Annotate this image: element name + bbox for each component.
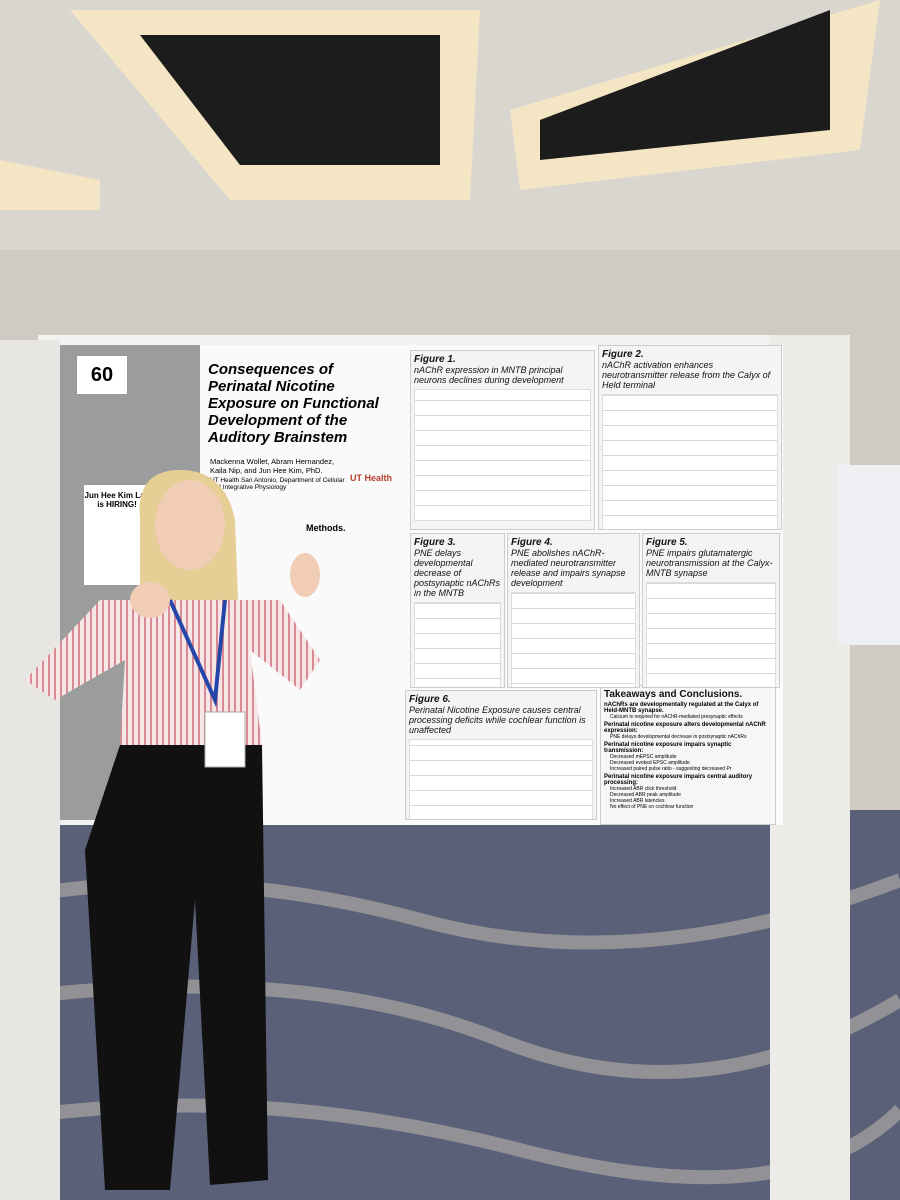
takeaway-point: Increased ABR click threshold [610,786,677,792]
figure-caption: PNE abolishes nAChR-mediated neurotransm… [511,548,626,588]
takeaway-heading: Perinatal nicotine exposure impairs cent… [604,774,753,786]
board-leg [770,335,850,1200]
takeaway-point: Decreased evoked EPSC amplitude [610,760,690,766]
light-frame [0,160,100,210]
figure-plots [511,592,636,687]
board-number: 60 [76,355,128,395]
poster: Consequences of Perinatal Nicotine Expos… [200,345,783,825]
poster-authors: Mackenna Wollet, Abram Hernandez, Kaila … [210,457,335,475]
takeaway-point: PNE delays developmental decrease in pos… [610,734,747,740]
figure-plots [602,394,778,529]
takeaway-point: Calcium is required for nAChR-mediated p… [610,714,743,720]
ceiling-recess [540,10,830,160]
figure-panel: Figure 1. nAChR expression in MNTB princi… [410,350,595,530]
figure-caption: PNE impairs glutamatergic neurotransmiss… [646,548,773,578]
figure-label: Figure 6. [409,694,451,705]
figure-plots [414,602,501,687]
figure-panel: Figure 5. PNE impairs glutamatergic neuro… [642,533,780,688]
poster-title: Consequences of Perinatal Nicotine Expos… [208,361,379,446]
ceiling-recess [140,35,440,165]
sign-text: Jun Hee Kim Lab [84,491,150,500]
board-leg [0,340,60,1200]
neighbor-poster [838,465,900,645]
figure-label: Figure 2. [602,349,644,360]
sign-text: is HIRING! [97,500,137,509]
figure-label: Figure 3. [414,537,456,548]
figure-label: Figure 1. [414,354,456,365]
figure-panel: Figure 4. PNE abolishes nAChR-mediated ne… [507,533,640,688]
figure-panel: Figure 6. Perinatal Nicotine Exposure cau… [405,690,597,820]
takeaways-title: Takeaways and Conclusions. [604,689,743,700]
figure-caption: PNE delays developmental decrease of pos… [414,548,501,598]
carpet [0,810,900,1200]
figure-plots [409,739,593,819]
figure-caption: nAChR expression in MNTB principal neuro… [414,365,564,385]
figure-caption: Perinatal Nicotine Exposure causes centr… [409,705,586,735]
figure-panel: Figure 3. PNE delays developmental decrea… [410,533,505,688]
takeaway-heading: nAChRs are developmentally regulated at … [604,702,759,714]
takeaway-heading: Perinatal nicotine exposure impairs syna… [604,742,732,754]
takeaway-heading: Perinatal nicotine exposure alters devel… [604,722,766,734]
figure-label: Figure 5. [646,537,688,548]
takeaway-point: No effect of PNE on cochlear function [610,804,694,810]
takeaway-point: Decreased mEPSC amplitude [610,754,677,760]
takeaways-box: Takeaways and Conclusions. nAChRs are de… [600,685,776,825]
takeaway-point: Increased ABR latencies [610,798,665,804]
figure-panel: Figure 2. nAChR activation enhances neuro… [598,345,782,530]
hiring-sign: Jun Hee Kim Lab is HIRING! [84,485,150,585]
takeaway-point: Increased paired pulse ratio - suggestin… [610,766,732,772]
takeaway-point: Decreased ABR peak amplitude [610,792,681,798]
poster-affiliation: UT Health San Antonio, Department of Cel… [210,477,345,491]
takeaways-list: nAChRs are developmentally regulated at … [604,702,772,810]
figure-plots [646,582,776,687]
figure-plots [414,389,591,521]
logo: UT Health [350,473,393,483]
figure-caption: nAChR activation enhances neurotransmitt… [602,360,771,390]
figure-label: Figure 4. [511,537,553,548]
section-title: Methods. [306,523,346,533]
